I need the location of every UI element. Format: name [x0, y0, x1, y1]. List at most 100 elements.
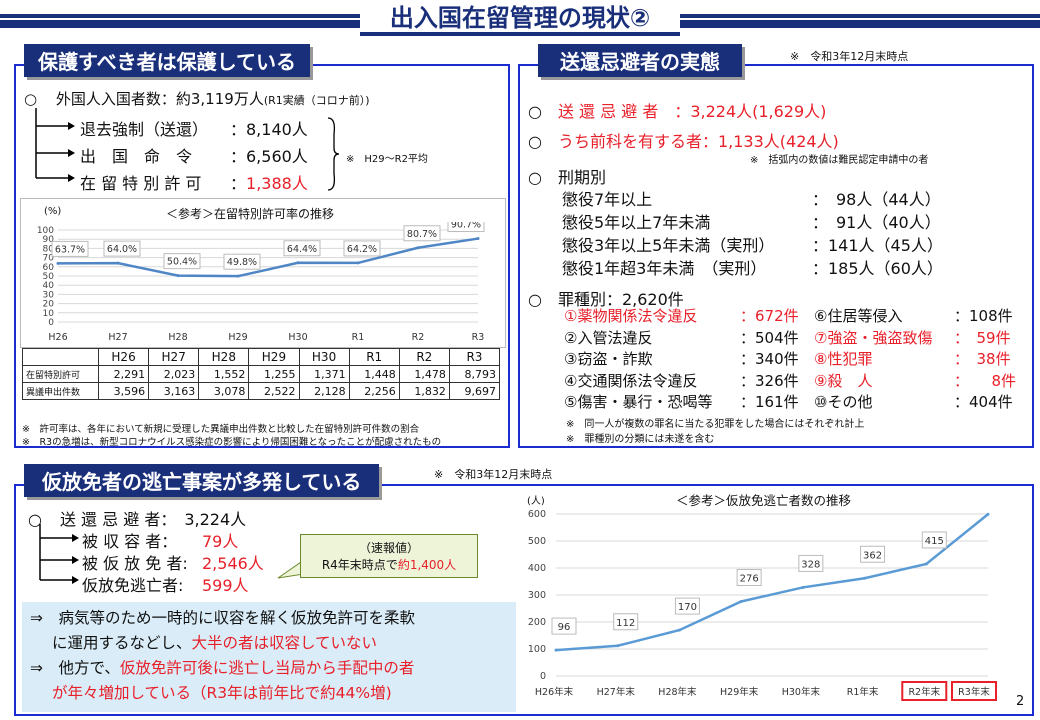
criminal-record-text: うち前科を有する者：1,133人(424人) — [557, 132, 839, 151]
conclusion-text: ⇒ 他方で、 — [30, 659, 120, 677]
crime-value: ： 8件 — [954, 371, 1017, 390]
data-point — [176, 274, 180, 278]
data-label: 90.7% — [451, 222, 481, 231]
foreigners-note: (R1実績（コロナ前）) — [263, 94, 370, 107]
crime-label: ⑩その他 — [814, 393, 873, 411]
conclusion-line: ⇒ 病気等のため一時的に収容を解く仮放免許可を柔軟 — [30, 609, 415, 627]
table-header-cell: H26 — [97, 348, 150, 366]
x-tick-label: H30年末 — [782, 686, 821, 698]
y-tick-label: 20 — [43, 300, 55, 310]
crime-item: ⑦強盗・強盗致傷 ： 59件 — [814, 328, 1024, 350]
brace — [327, 117, 340, 191]
x-tick-label: R3 — [472, 332, 485, 343]
crime-label: ④交通関係法令違反 — [564, 371, 698, 390]
conclusion-red: 仮放免許可後に逃亡し当局から手配中の者 — [119, 659, 415, 677]
callout-text: R4年末時点で — [321, 558, 398, 572]
sentence-label: 懲役5年以上7年未満 — [562, 213, 711, 232]
sentence-value: ： 98人（44人） — [812, 190, 941, 209]
crime-value: ：404件 — [954, 393, 1013, 411]
escaped-item: 仮放免逃亡者: 599人 — [82, 572, 249, 596]
x-tick-label: H28年末 — [658, 686, 697, 698]
escape-chart-title: ＜参考＞仮放免逃亡者数の推移 — [676, 493, 852, 508]
data-label: 112 — [616, 618, 635, 629]
crime-item: ⑥住居等侵入 ：108件 — [814, 306, 1024, 328]
provisional-release-item: 被 仮 放 免 者: 2,546人 — [82, 550, 264, 574]
item-value: 599人 — [202, 576, 249, 595]
data-label-box — [674, 597, 700, 615]
callout-line: R4年末時点で約1,400人 — [307, 556, 471, 573]
data-label: 64.0% — [107, 244, 137, 255]
right-top-panel — [518, 64, 1034, 448]
series-line — [555, 513, 989, 652]
crime-value: ：326件 — [740, 371, 799, 390]
table-header-row: H26 H27 H28 H29 H30 R1 R2 R3 — [22, 348, 501, 366]
crime-label: ⑧性犯罪 — [814, 350, 873, 368]
x-tick-label: H29年末 — [720, 686, 759, 698]
item-label: 仮放免逃亡者: — [82, 576, 184, 595]
table-cell: 1,552 — [198, 365, 250, 383]
x-tick-label: R1 — [352, 332, 365, 343]
average-note: ※ H29～R2平均 — [346, 154, 428, 165]
bottom-header: 仮放免者の逃亡事案が多発している — [24, 464, 380, 497]
data-point — [416, 246, 420, 250]
highlight-box — [951, 681, 997, 701]
table-row-label: 異議申出件数 — [22, 382, 99, 400]
y-tick-label: 0 — [540, 671, 546, 682]
as-of-note: ※ 令和3年12月末時点 — [434, 468, 553, 481]
table-cell: 3,596 — [97, 382, 150, 400]
highlight-box — [901, 681, 948, 701]
data-point — [739, 599, 743, 603]
evaders-text: 送 還 忌 避 者 ：3,224人(1,629人) — [557, 102, 827, 121]
sentence-value: ：185人（60人） — [812, 259, 943, 278]
table-cell: 3,078 — [198, 382, 250, 400]
x-tick-label: H30 — [288, 332, 307, 343]
data-label: 80.7% — [407, 229, 437, 240]
data-label: 63.7% — [55, 244, 85, 255]
crime-item: ⑧性犯罪 ： 38件 — [814, 349, 1024, 371]
foreigners-line: ○ 外国人入国者数：約3,119万人(R1実績（コロナ前）) — [24, 88, 370, 109]
item-label: 出 国 命 令 — [80, 147, 193, 166]
x-tick-label: H26 — [48, 332, 67, 343]
table-header-cell: H27 — [148, 348, 200, 366]
as-of-note: ※ 令和3年12月末時点 — [790, 50, 909, 63]
bullet: ○ — [528, 290, 542, 309]
rate-chart-unit: (%) — [44, 206, 62, 217]
tree-connector — [39, 524, 79, 584]
y-tick-label: 30 — [43, 290, 55, 300]
table-row: 異議申出件数 3,596 3,163 3,078 2,522 2,128 2,2… — [22, 382, 501, 400]
table-cell: 1,832 — [398, 382, 450, 400]
page-title: 出入国在留管理の現状② — [360, 0, 680, 36]
y-tick-label: 100 — [37, 226, 54, 236]
crime-item: ④交通関係法令違反 ：326件 — [564, 371, 814, 393]
y-tick-label: 500 — [528, 536, 546, 547]
crime-note: ※ 同一人が複数の罪名に当たる犯罪をした場合にはそれぞれ計上 — [566, 419, 865, 430]
conclusion-line: ⇒ 他方で、仮放免許可後に逃亡し当局から手配中の者 — [30, 656, 508, 681]
data-point — [863, 576, 867, 580]
x-tick-label: R1年末 — [847, 686, 879, 698]
callout-box: （速報値） R4年末時点で約1,400人 — [300, 534, 478, 578]
right-top-header: 送還忌避者の実態 — [538, 44, 742, 77]
x-tick-label: R3年末 — [958, 686, 990, 698]
table-cell: 1,371 — [298, 365, 350, 383]
special-permission-item: 在 留 特 別 許 可 ：1,388人 — [80, 170, 308, 194]
sentence-row: 懲役1年超3年未満 （実刑） ：185人（60人） — [562, 255, 943, 279]
data-label: 96 — [558, 622, 571, 633]
crime-value: ：504件 — [740, 328, 799, 347]
crime-label: ⑤傷害・暴行・恐喝等 — [564, 393, 713, 411]
crime-value: ：672件 — [740, 307, 799, 325]
escape-chart: 0 100 200 300 400 500 600 96 H26年末 112 H27年末 170 H28… — [528, 509, 997, 701]
callout-title: （速報値） — [358, 541, 419, 555]
bullet: ○ — [528, 168, 542, 187]
sentence-label: 懲役1年超3年未満 （実刑） — [562, 259, 767, 278]
data-label-box — [551, 617, 577, 635]
crime-title: 罪種別：2,620件 — [557, 290, 684, 309]
permission-table: H26 H27 H28 H29 H30 R1 R2 R3 在留特別許可 2,29… — [22, 348, 501, 400]
data-label-box — [860, 545, 886, 563]
table-cell: 2,023 — [148, 365, 200, 383]
crime-label: ⑨殺 人 — [814, 371, 873, 390]
y-tick-label: 10 — [43, 309, 55, 319]
crime-label: ②入管法違反 — [564, 328, 653, 347]
criminal-record-line: ○ うち前科を有する者：1,133人(424人) — [528, 128, 839, 152]
y-tick-label: 40 — [43, 281, 55, 291]
crime-label: ①薬物関係法令違反 — [564, 307, 698, 325]
